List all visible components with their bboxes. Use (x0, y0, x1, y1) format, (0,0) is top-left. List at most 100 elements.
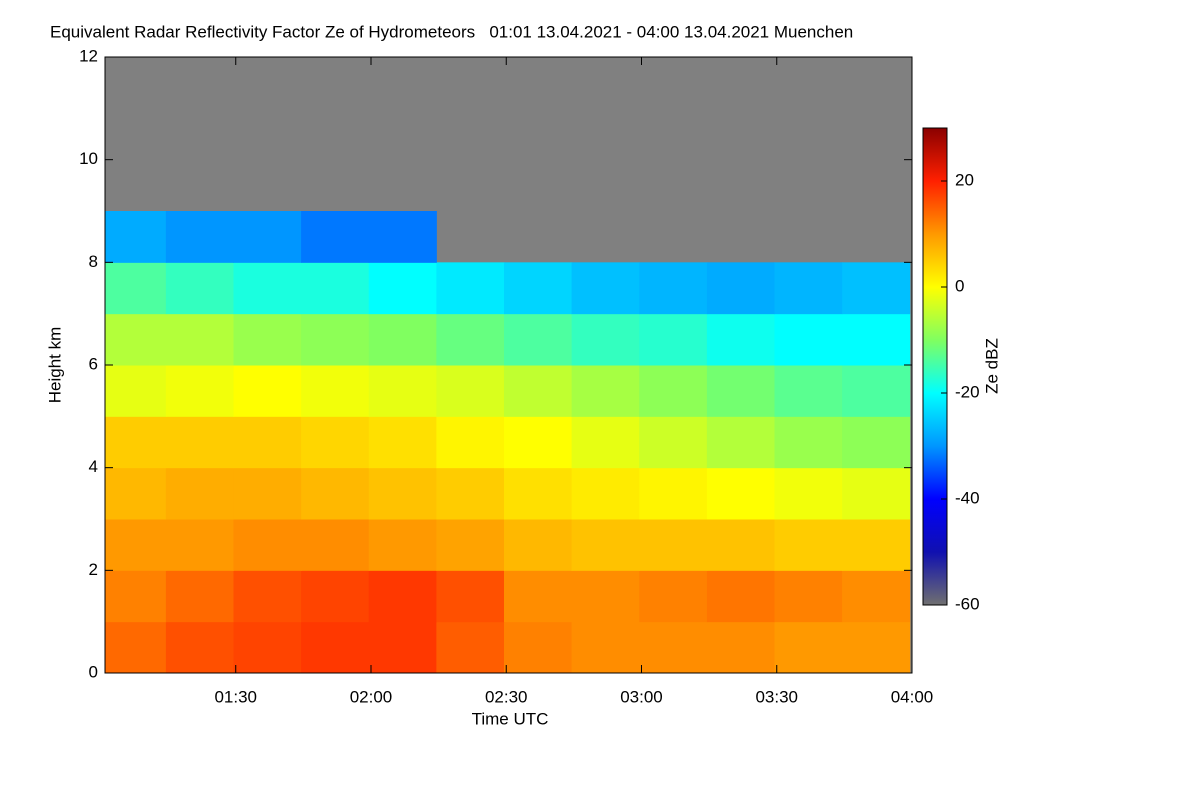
heatmap-cell (571, 365, 640, 417)
heatmap-cell (706, 570, 775, 623)
heatmap-cell (105, 519, 167, 571)
heatmap-cell (639, 467, 708, 520)
heatmap-cell (301, 467, 370, 520)
heatmap-cell (503, 621, 573, 674)
heatmap-cell (105, 313, 167, 366)
heatmap-cell (571, 416, 640, 469)
heatmap-cell (571, 570, 640, 623)
heatmap-cell (105, 416, 167, 469)
heatmap-cell (706, 519, 775, 571)
heatmap-cell (706, 467, 775, 520)
heatmap-cell (368, 621, 437, 674)
heatmap-cell (301, 211, 370, 263)
heatmap-cell (301, 519, 370, 571)
x-tick-label: 03:30 (755, 687, 798, 706)
heatmap-cell (165, 416, 234, 469)
heatmap-cell (105, 365, 167, 417)
heatmap-cell (639, 570, 708, 623)
heatmap-cell (774, 416, 843, 469)
heatmap-cell (842, 416, 911, 469)
y-tick-label: 10 (79, 149, 98, 168)
heatmap-cell (301, 416, 370, 469)
heatmap-cell (233, 416, 302, 469)
heatmap-cell (301, 262, 370, 315)
y-tick-label: 8 (89, 252, 98, 271)
heatmap-cell (842, 519, 911, 571)
heatmap-cell (842, 621, 911, 674)
heatmap-cell (842, 570, 911, 623)
heatmap-cell (233, 621, 302, 674)
colorbar-tick-label: 0 (955, 276, 964, 295)
heatmap-cell (639, 262, 708, 315)
heatmap-cell (368, 570, 437, 623)
heatmap-cell (301, 365, 370, 417)
heatmap-cell (706, 621, 775, 674)
heatmap-cell (639, 519, 708, 571)
y-tick-label: 2 (89, 560, 98, 579)
x-tick-label: 02:00 (350, 687, 393, 706)
heatmap-cell (842, 467, 911, 520)
heatmap-cell (842, 262, 911, 315)
colorbar-label: Ze dBZ (982, 338, 1001, 394)
heatmap-cell (165, 365, 234, 417)
y-tick-label: 12 (79, 46, 98, 65)
x-tick-label: 03:00 (620, 687, 663, 706)
heatmap-cell (233, 313, 302, 366)
heatmap-cell (233, 211, 302, 263)
heatmap-cell (774, 262, 843, 315)
heatmap-cell (165, 313, 234, 366)
heatmap-cell (301, 570, 370, 623)
heatmap-cell (571, 519, 640, 571)
heatmap-cell (842, 365, 911, 417)
colorbar-tick-label: -60 (955, 594, 980, 613)
heatmap-cell (436, 262, 505, 315)
heatmap-cell (774, 519, 843, 571)
heatmap-cell (571, 262, 640, 315)
heatmap-cell (842, 313, 911, 366)
chart-title: Equivalent Radar Reflectivity Factor Ze … (50, 22, 853, 41)
heatmap-cell (165, 262, 234, 315)
colorbar-tick-label: -40 (955, 488, 980, 507)
heatmap-cell (233, 262, 302, 315)
x-axis-label: Time UTC (472, 709, 549, 728)
heatmap-cell (503, 416, 573, 469)
heatmap-cell (706, 262, 775, 315)
heatmap-cell (233, 365, 302, 417)
heatmap-cell (233, 570, 302, 623)
heatmap-cell (165, 211, 234, 263)
heatmap-cell (706, 365, 775, 417)
colorbar (922, 127, 948, 606)
heatmap-cell (368, 519, 437, 571)
heatmap-cell (436, 621, 505, 674)
heatmap-cell (105, 211, 167, 263)
heatmap-cell (639, 621, 708, 674)
heatmap-cell (165, 570, 234, 623)
heatmap-cell (571, 313, 640, 366)
heatmap-cell (105, 467, 167, 520)
heatmap-cell (301, 313, 370, 366)
heatmap-cell (233, 519, 302, 571)
heatmap-cell (774, 467, 843, 520)
heatmap-cell (503, 467, 573, 520)
heatmap-cell (571, 467, 640, 520)
heatmap-cell (503, 313, 573, 366)
x-tick-label: 04:00 (891, 687, 934, 706)
heatmap-cell (706, 313, 775, 366)
heatmap-cell (165, 519, 234, 571)
heatmap-cell (774, 365, 843, 417)
heatmap-cell (436, 467, 505, 520)
heatmap-cell (639, 313, 708, 366)
colorbar-tick-label: 20 (955, 170, 974, 189)
heatmap-cell (368, 416, 437, 469)
x-tick-label: 01:30 (214, 687, 257, 706)
heatmap-cell (105, 262, 167, 315)
heatmap-cell (368, 467, 437, 520)
heatmap-cell (436, 416, 505, 469)
heatmap-cell (368, 313, 437, 366)
y-tick-label: 0 (89, 662, 98, 681)
heatmap-cell (105, 570, 167, 623)
heatmap-cell (639, 365, 708, 417)
x-tick-label: 02:30 (485, 687, 528, 706)
heatmap-cell (436, 313, 505, 366)
